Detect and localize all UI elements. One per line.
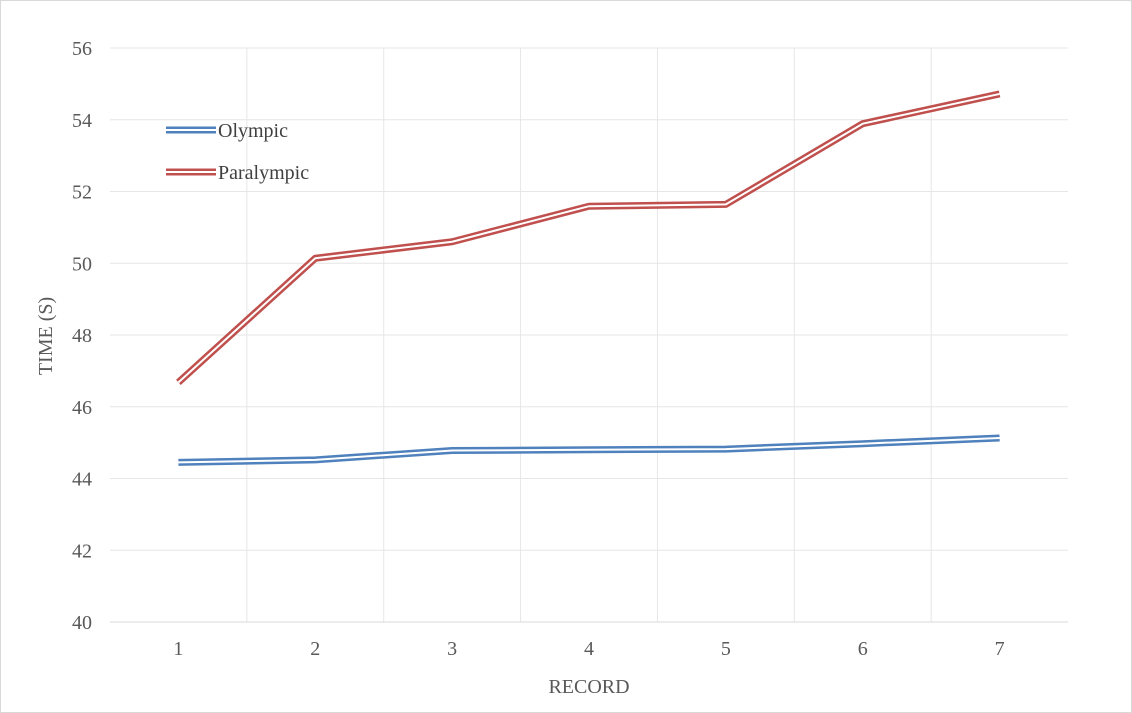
x-tick-label: 2 [310,638,320,660]
y-axis-title: TIME (S) [35,297,57,375]
x-tick-label: 4 [584,638,594,660]
series-line-gap-paralympic [177,92,1000,384]
series-line-paralympic [176,90,1001,385]
x-tick-label: 5 [721,638,731,660]
legend: Olympic Paralympic [166,120,309,184]
legend-label-paralympic: Paralympic [218,162,309,184]
y-tick-label: 48 [72,325,92,347]
y-tick-label: 46 [72,397,92,419]
series-line-gap-olympic [178,436,1000,464]
y-tick-label: 52 [72,182,92,204]
x-tick-label: 6 [858,638,868,660]
x-axis-tick-labels: 1 2 3 4 5 6 7 [173,638,1004,660]
y-tick-label: 44 [72,469,92,491]
legend-label-olympic: Olympic [218,120,288,142]
y-tick-label: 54 [72,110,92,132]
series-lines [176,90,1001,466]
x-axis-title: RECORD [548,676,629,698]
x-tick-label: 3 [447,638,457,660]
y-tick-label: 40 [72,612,92,634]
grid-lines [110,47,1068,622]
y-tick-label: 42 [72,540,92,562]
y-tick-label: 50 [72,253,92,275]
y-axis-tick-labels: 40 42 44 46 48 50 52 54 56 [72,38,92,634]
x-tick-label: 1 [173,638,183,660]
x-tick-label: 7 [995,638,1005,660]
y-tick-label: 56 [72,38,92,60]
